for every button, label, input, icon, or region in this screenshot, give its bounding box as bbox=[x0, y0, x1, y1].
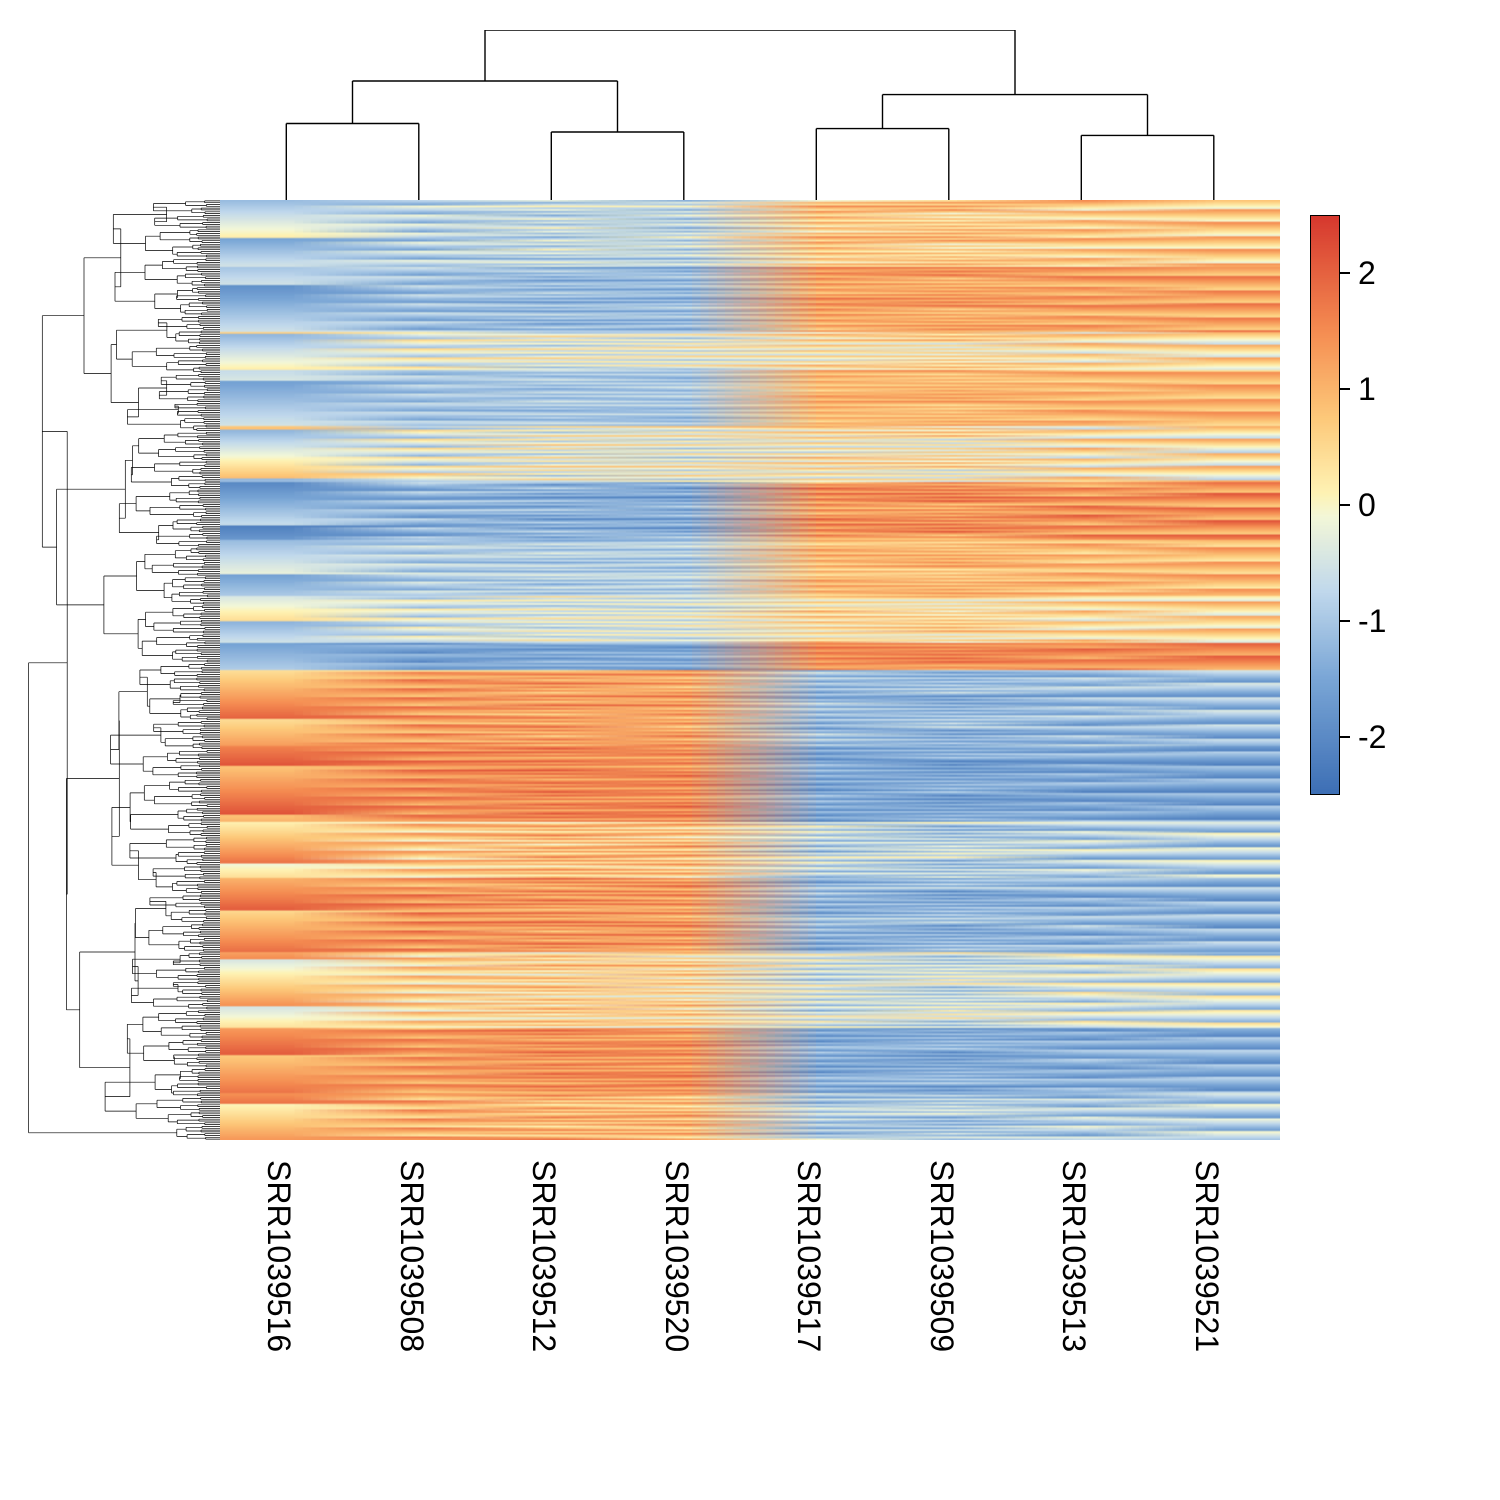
figure-container: 2 1 0 -1 -2 SRR1039516 SRR1039508 SRR1039512 SR… bbox=[0, 0, 1500, 1500]
colorbar-tick-label: -2 bbox=[1358, 719, 1386, 756]
column-label: SRR1039513 bbox=[1055, 1160, 1092, 1352]
colorbar-tick-label: 1 bbox=[1358, 371, 1376, 408]
column-dendrogram bbox=[220, 30, 1280, 200]
colorbar-tick bbox=[1340, 504, 1350, 506]
column-label: SRR1039520 bbox=[658, 1160, 695, 1352]
row-dendrogram bbox=[20, 200, 220, 1140]
column-label: SRR1039508 bbox=[393, 1160, 430, 1352]
colorbar-tick bbox=[1340, 272, 1350, 274]
colorbar-tick bbox=[1340, 736, 1350, 738]
column-label: SRR1039512 bbox=[525, 1160, 562, 1352]
column-label: SRR1039517 bbox=[790, 1160, 827, 1352]
column-label: SRR1039509 bbox=[923, 1160, 960, 1352]
colorbar-tick bbox=[1340, 620, 1350, 622]
colorbar-tick bbox=[1340, 388, 1350, 390]
column-label: SRR1039516 bbox=[260, 1160, 297, 1352]
colorbar-tick-label: 0 bbox=[1358, 487, 1376, 524]
colorbar-tick-label: 2 bbox=[1358, 255, 1376, 292]
heatmap bbox=[220, 200, 1280, 1140]
colorbar-tick-label: -1 bbox=[1358, 603, 1386, 640]
colorbar-border bbox=[1310, 215, 1340, 795]
column-label: SRR1039521 bbox=[1188, 1160, 1225, 1352]
